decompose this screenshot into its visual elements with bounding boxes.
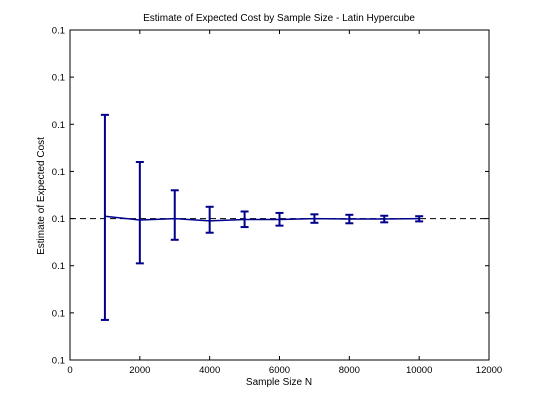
y-tick-label: 0.1 — [52, 167, 65, 178]
y-tick-label: 0.1 — [52, 26, 65, 37]
x-tick-label: 6000 — [269, 365, 290, 376]
x-tick-label: 2000 — [129, 365, 150, 376]
y-tick-label: 0.1 — [52, 308, 65, 319]
x-axis: 0 2000 4000 6000 8000 10000 12000 — [67, 30, 502, 376]
y-tick-label: 0.1 — [52, 120, 65, 131]
plot-area — [69, 29, 490, 361]
x-tick-label: 12000 — [476, 365, 502, 376]
y-tick-label: 0.1 — [52, 261, 65, 272]
x-axis-label: Sample Size N — [246, 377, 312, 388]
y-tick-label: 0.1 — [52, 73, 65, 84]
y-axis-label: Estimate of Expected Cost — [36, 137, 47, 255]
series-line — [104, 215, 420, 222]
x-tick-label: 10000 — [406, 365, 432, 376]
y-tick-label: 0.1 — [52, 356, 65, 367]
x-tick-label: 4000 — [199, 365, 220, 376]
series-group — [100, 113, 424, 321]
y-axis: 0.1 0.1 0.1 0.1 0.1 0.1 0.1 0.1 — [52, 26, 489, 367]
x-tick-label: 0 — [67, 365, 72, 376]
x-tick-label: 8000 — [339, 365, 360, 376]
y-tick-label: 0.1 — [52, 214, 65, 225]
chart-title: Estimate of Expected Cost by Sample Size… — [143, 13, 415, 24]
